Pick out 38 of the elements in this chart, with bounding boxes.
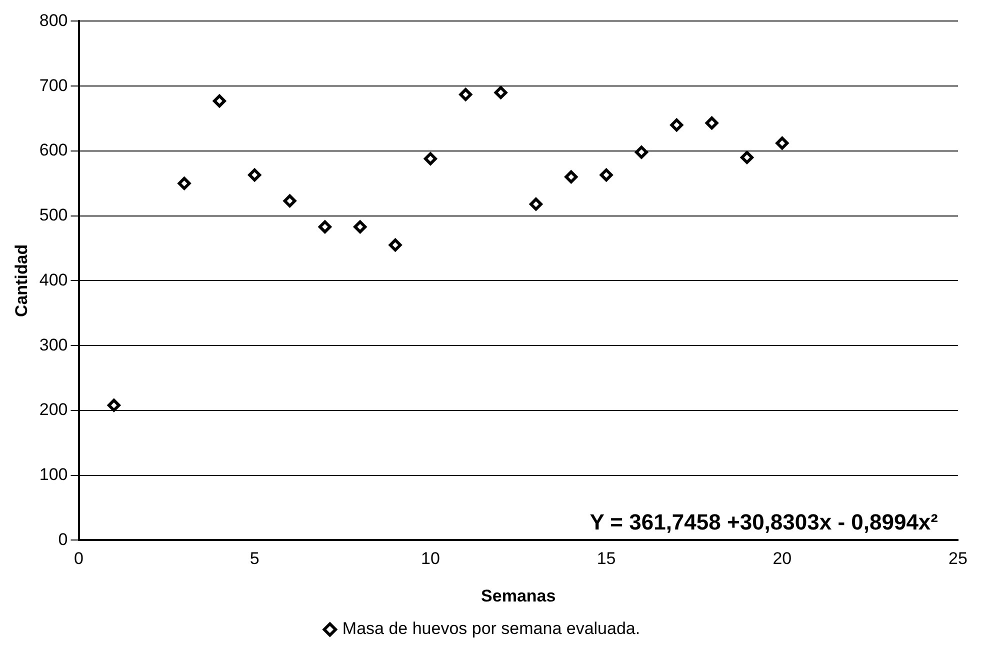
point [248,168,262,182]
x-tick-label: 0 [74,549,84,568]
y-tick-label: 100 [39,465,68,484]
x-tick-label: 20 [772,549,792,568]
x-tick-label: 10 [420,549,440,568]
x-axis-title: Semanas [481,586,556,606]
point [600,168,613,182]
legend-label: Masa de huevos por semana evaluada. [342,619,640,638]
x-tick-label: 25 [948,549,968,568]
point [354,220,367,234]
point [178,176,191,190]
point [388,238,402,252]
annotation: Y = 361,7458 +30,8303x - 0,8994x² [590,509,938,534]
y-axis-title: Cantidad [12,244,31,318]
y-tick-label: 200 [39,400,68,420]
point [494,86,508,100]
point [318,220,332,234]
point [529,198,542,211]
y-tick-label: 600 [39,140,68,160]
y-tick-label: 800 [39,10,68,30]
point [212,94,226,108]
x-tick-label: 5 [250,549,260,568]
point [459,88,472,102]
y-tick-label: 0 [58,530,68,549]
point [776,136,789,150]
y-tick-label: 300 [39,335,68,354]
y-tick-label: 400 [39,270,68,290]
point [705,116,718,130]
point [424,152,437,166]
point [564,170,578,184]
point [634,146,648,159]
point [670,118,684,132]
point [107,398,120,412]
x-tick-label: 15 [596,549,616,568]
y-tick-label: 500 [39,206,68,225]
y-tick-label: 700 [39,76,68,95]
point [740,150,754,164]
point [283,194,296,208]
